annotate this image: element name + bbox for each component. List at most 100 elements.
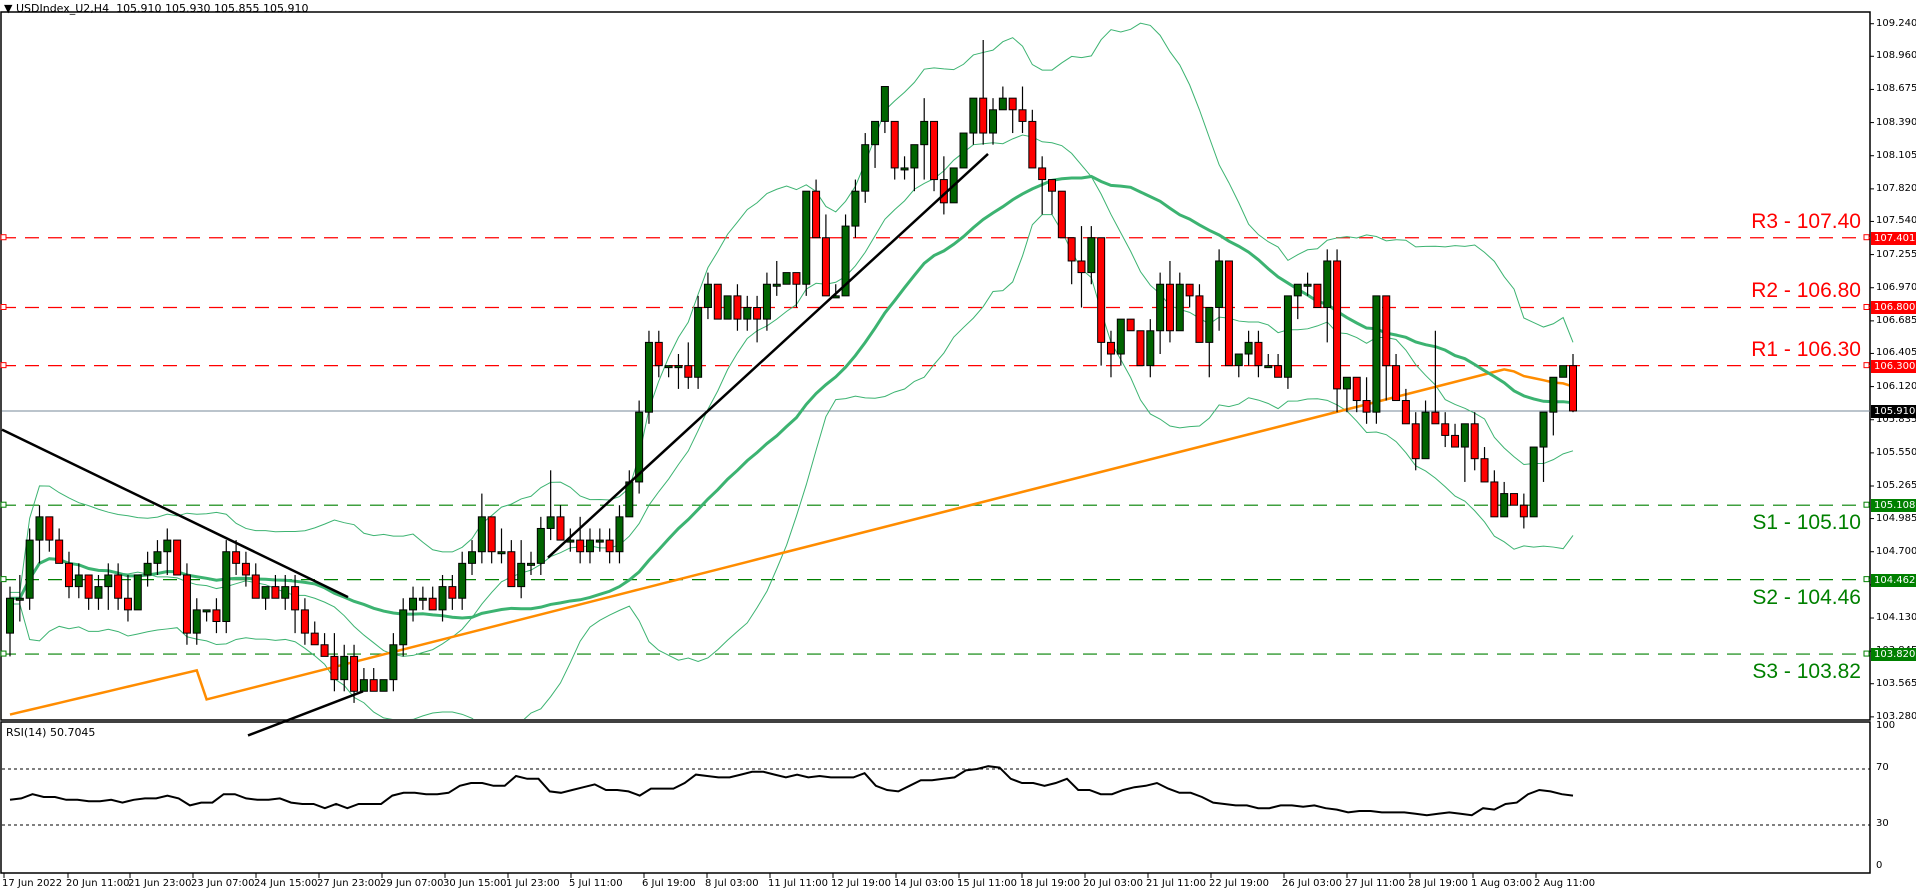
candle-bear: [1195, 295, 1204, 343]
level-anchor-icon: [0, 576, 7, 583]
candle-bull: [6, 597, 14, 634]
candle-bear: [1401, 400, 1410, 425]
candle-bull: [497, 551, 506, 555]
candle-bear: [84, 574, 93, 599]
ma-fast-line: [10, 174, 1574, 620]
candle-bull: [851, 190, 860, 227]
candle-bull: [418, 597, 427, 601]
candle-bear: [684, 365, 693, 378]
chart-header: ▼ USDIndex_U2,H4 105.910 105.930 105.855…: [4, 2, 309, 15]
price-axis-label: 109.240: [1876, 17, 1916, 29]
candle-bear: [232, 551, 241, 564]
candle-bull: [674, 365, 683, 369]
price-axis-label: 105.265: [1876, 480, 1916, 491]
candle-bull: [635, 411, 644, 483]
candle-bear: [1569, 365, 1577, 412]
time-axis-label: 1 Aug 03:00: [1471, 878, 1533, 889]
candle-bull: [595, 539, 604, 543]
candle-bear: [123, 597, 132, 611]
candle-bull: [743, 306, 752, 320]
candle-bull: [772, 283, 781, 287]
price-axis-label: 108.960: [1876, 50, 1916, 62]
time-axis-label: 20 Jul 03:00: [1083, 878, 1143, 889]
candle-bear: [1224, 260, 1233, 367]
candle-bull: [74, 574, 83, 588]
candle-bull: [1500, 493, 1509, 518]
candle-bull: [468, 551, 477, 564]
ma-slow-line: [9, 368, 1574, 716]
candle-bear: [330, 655, 339, 681]
level-label-s2: S2 - 104.46: [1752, 585, 1861, 609]
level-price-tag-r1: 106.300: [1871, 359, 1916, 373]
candle-bear: [1067, 237, 1076, 262]
candle-bull: [871, 120, 880, 146]
candle-bear: [713, 283, 722, 320]
candle-bull: [389, 644, 398, 681]
candle-bull: [1549, 376, 1558, 413]
candle-bull: [536, 527, 545, 564]
collapse-triangle-icon[interactable]: ▼: [4, 2, 16, 15]
candle-bull: [153, 551, 162, 564]
candle-bear: [1431, 411, 1440, 425]
candle-bull: [989, 109, 998, 134]
candle-bear: [448, 586, 457, 599]
price-axis-label: 103.280: [1876, 710, 1916, 722]
time-axis-label: 29 Jun 07:00: [380, 878, 444, 889]
time-axis-label: 1 Jul 23:00: [506, 878, 560, 889]
candle-bull: [1539, 411, 1548, 448]
candle-bull: [920, 120, 929, 146]
candle-bear: [114, 574, 123, 599]
current-price-tag: 105.910: [1871, 405, 1916, 418]
candle-bull: [409, 597, 418, 611]
candle-bear: [1519, 504, 1528, 518]
candle-bull: [546, 516, 555, 529]
candle-bull: [1342, 376, 1351, 390]
candle-bull: [143, 562, 152, 576]
time-axis-label: 30 Jun 15:00: [443, 878, 507, 889]
level-anchor-icon: [1863, 501, 1870, 508]
candle-bear: [1028, 120, 1037, 169]
candle-bull: [1303, 283, 1312, 287]
candle-bear: [930, 120, 939, 181]
candle-bull: [625, 481, 634, 518]
candle-bull: [1323, 260, 1332, 308]
time-axis-label: 12 Jul 19:00: [831, 878, 891, 889]
candle-bear: [428, 597, 437, 611]
candle-bull: [1421, 411, 1430, 460]
candle-bear: [251, 574, 260, 599]
candle-bear: [1382, 295, 1391, 367]
candle-bear: [45, 516, 54, 541]
candle-bull: [261, 586, 270, 599]
candle-bear: [1392, 365, 1401, 402]
trendline-descending: [1, 428, 349, 599]
candle-bull: [458, 562, 467, 599]
candle-bear: [556, 516, 565, 541]
level-anchor-icon: [1863, 234, 1870, 241]
candle-bear: [1185, 283, 1194, 297]
time-axis-label: 27 Jun 23:00: [317, 878, 381, 889]
candle-bear: [654, 341, 663, 367]
candle-bear: [1038, 167, 1047, 181]
candle-bull: [782, 272, 791, 285]
level-anchor-icon: [0, 303, 7, 310]
candle-bull: [969, 97, 978, 134]
candle-bull: [192, 609, 201, 634]
candle-bull: [1116, 318, 1125, 355]
candle-bear: [1274, 365, 1283, 378]
price-axis-label: 106.970: [1876, 281, 1916, 293]
time-axis-label: 8 Jul 03:00: [705, 878, 759, 889]
candle-bull: [664, 365, 673, 369]
time-axis-label: 21 Jun 23:00: [128, 878, 192, 889]
candle-bear: [1018, 109, 1027, 122]
candle-bear: [1048, 179, 1056, 192]
candle-bear: [576, 539, 585, 553]
candle-bull: [1234, 353, 1243, 367]
candle-bear: [821, 237, 830, 297]
candle-bull: [762, 283, 771, 320]
candle-bull: [841, 225, 850, 297]
candle-bear: [1126, 318, 1135, 332]
candle-bull: [1460, 423, 1469, 448]
price-axis-label: 108.675: [1876, 83, 1916, 95]
level-anchor-icon: [0, 501, 7, 508]
